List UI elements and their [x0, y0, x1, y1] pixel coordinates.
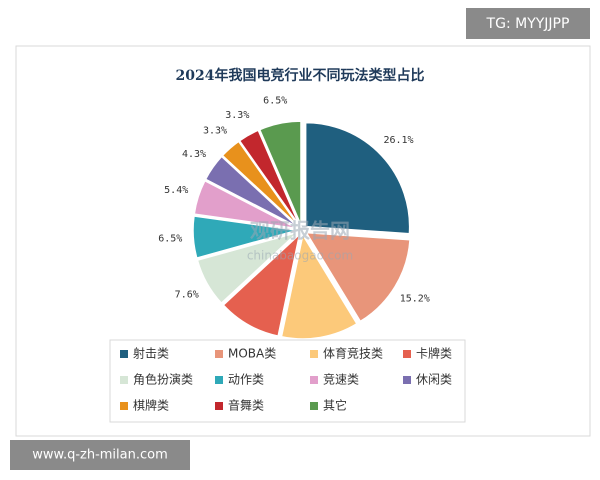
- legend-swatch: [403, 350, 411, 358]
- legend-label: 棋牌类: [133, 399, 169, 413]
- pie-slice: [192, 215, 298, 260]
- watermark-site: chinabaogao.com: [247, 249, 353, 263]
- legend-swatch: [403, 376, 411, 384]
- watermark-name: 观研报告网: [250, 219, 350, 243]
- overlay-text: TG: MYYJJPP: [486, 16, 570, 32]
- legend-label: 其它: [323, 398, 347, 413]
- data-label: 5.4%: [164, 185, 188, 196]
- data-label: 4.3%: [182, 149, 206, 160]
- legend-swatch: [215, 402, 223, 410]
- legend-label: 射击类: [133, 346, 169, 361]
- legend-swatch: [310, 402, 318, 410]
- pie-slice: [258, 120, 302, 226]
- legend-label: 竞速类: [323, 373, 359, 387]
- data-label: 7.6%: [175, 289, 199, 300]
- legend-label: 音舞类: [228, 398, 264, 413]
- chart-title: 2024年我国电竞行业不同玩法类型占比: [176, 67, 425, 84]
- pie-slice: [280, 232, 358, 340]
- pie-slice: [304, 231, 411, 323]
- data-label: 6.5%: [158, 234, 182, 245]
- legend-swatch: [120, 402, 128, 410]
- overlay-text: www.q-zh-milan.com: [32, 448, 168, 463]
- overlay-box: [466, 8, 590, 39]
- legend-label: MOBA类: [228, 347, 276, 361]
- pie-slice: [204, 155, 299, 228]
- data-label: 3.3%: [203, 126, 227, 137]
- pie-slice: [238, 129, 301, 227]
- legend-swatch: [120, 350, 128, 358]
- legend-swatch: [215, 376, 223, 384]
- legend-label: 卡牌类: [416, 347, 452, 361]
- data-label: 3.3%: [225, 110, 249, 121]
- legend-label: 体育竞技类: [323, 346, 383, 361]
- overlay-box: [10, 440, 190, 470]
- pie: 26.1%15.2%12.0%9.8%7.6%6.5%5.4%4.3%3.3%3…: [158, 96, 430, 366]
- pie-slice: [221, 140, 300, 227]
- legend-label: 动作类: [228, 373, 264, 387]
- pie-slice: [304, 121, 411, 235]
- data-label: 26.1%: [383, 135, 413, 146]
- legend-label: 休闲类: [416, 373, 452, 387]
- pie-slice: [222, 232, 301, 338]
- legend-label: 角色扮演类: [133, 372, 193, 387]
- legend-swatch: [120, 376, 128, 384]
- legend-swatch: [215, 350, 223, 358]
- legend-swatch: [310, 376, 318, 384]
- data-label: 6.5%: [263, 96, 287, 107]
- pie-slice: [193, 179, 298, 230]
- legend-swatch: [310, 350, 318, 358]
- pie-slice: [196, 231, 299, 305]
- data-label: 15.2%: [400, 294, 430, 305]
